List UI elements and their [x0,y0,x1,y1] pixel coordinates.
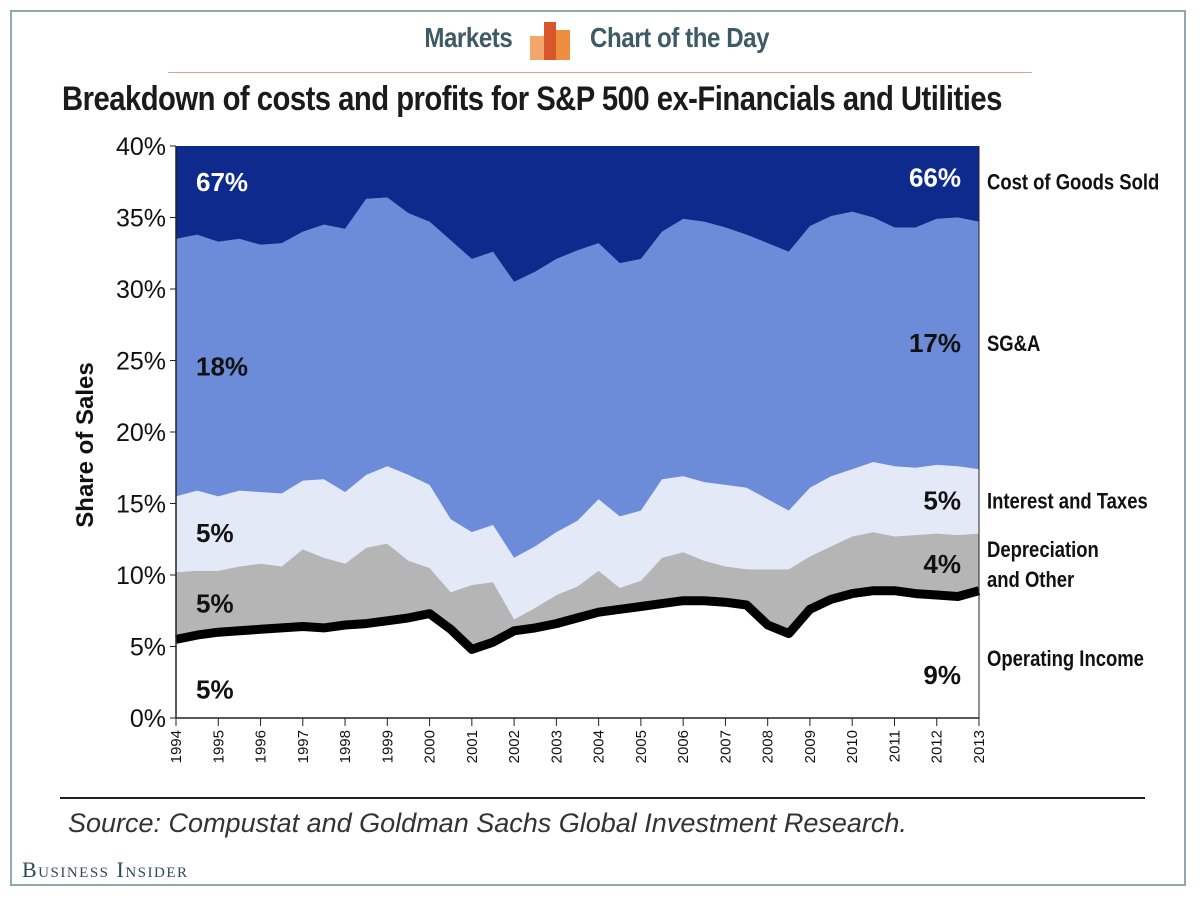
data-labels: 67% 66% 18% 17% 5% 5% 5% 4% 5% 9% [196,162,961,704]
legend: Cost of Goods Sold SG&A Interest and Taxes… [987,171,1159,671]
footer-divider [60,797,1145,799]
x-tick-label: 1994 [168,730,185,763]
band-label-start: 5% [196,518,234,548]
orange-bars-logo-icon [530,22,570,60]
x-tick-label: 2007 [717,730,734,763]
legend-operating-income: Operating Income [987,648,1144,672]
masthead: Markets Chart of the Day [0,22,1200,62]
legend-sganda: SG&A [987,333,1041,357]
legend-interest-and-taxes: Interest and Taxes [987,490,1148,514]
axes: 0% 5% 10% 15% 20% 25% 30% 35% 40% 1994 1995 1996 199… [116,133,988,763]
band-label-start: 5% [196,674,234,704]
x-tick-label: 2008 [760,730,777,763]
band-label-end: 66% [909,162,961,192]
y-axis-label: Share of Sales [72,362,99,527]
x-tick-label: 2004 [591,730,608,763]
legend-cost-of-goods-sold: Cost of Goods Sold [987,171,1159,195]
x-tick-label: 2002 [506,730,523,763]
band-label-end: 17% [909,328,961,358]
area-cost-of-goods-sold [176,146,979,282]
x-tick-label: 1997 [295,730,312,763]
x-tick-label: 1998 [337,730,354,763]
y-tick-label: 35% [116,205,166,233]
x-tick-label: 1995 [210,730,227,763]
area-sganda [176,197,979,558]
band-label-end: 5% [923,485,961,515]
x-tick-label: 2011 [886,730,903,762]
area-interest-and-taxes [176,462,979,620]
x-tick-label: 2013 [971,730,988,763]
band-label-start: 67% [196,167,248,197]
x-tick-label: 2001 [464,730,481,763]
masthead-divider [168,72,1032,73]
x-tick-label: 2005 [633,730,650,763]
y-tick-label: 30% [116,276,166,304]
band-label-end: 4% [923,549,961,579]
y-tick-label: 5% [130,634,166,662]
x-tick-label: 2003 [548,730,565,763]
brand-wordmark: Business Insider [22,857,189,882]
series-label[interactable]: Chart of the Day [590,22,770,53]
band-label-start: 18% [196,351,248,381]
section-label[interactable]: Markets [423,22,512,53]
y-tick-label: 25% [116,348,166,376]
x-tick-label: 1999 [379,730,396,763]
operating-income-line [175,586,981,654]
legend-depreciation-and-other: Depreciation and Other [987,539,1099,593]
x-tick-label: 2006 [675,730,692,763]
y-tick-label: 20% [116,419,166,447]
x-tick-label: 2012 [929,730,946,763]
x-tick-label: 2000 [422,730,439,763]
x-tick-label: 2010 [844,730,861,763]
x-tick-label: 1996 [253,730,270,763]
band-label-start: 5% [196,588,234,618]
band-label-end: 9% [923,660,961,690]
area-layers [175,146,981,718]
y-tick-label: 10% [116,562,166,590]
y-tick-label: 40% [116,133,166,161]
x-tick-label: 2009 [802,730,819,763]
y-tick-label: 0% [130,705,166,733]
source-note: Source: Compustat and Goldman Sachs Glob… [68,808,907,838]
chart-title: Breakdown of costs and profits for S&P 5… [62,80,1002,118]
y-tick-label: 15% [116,491,166,519]
